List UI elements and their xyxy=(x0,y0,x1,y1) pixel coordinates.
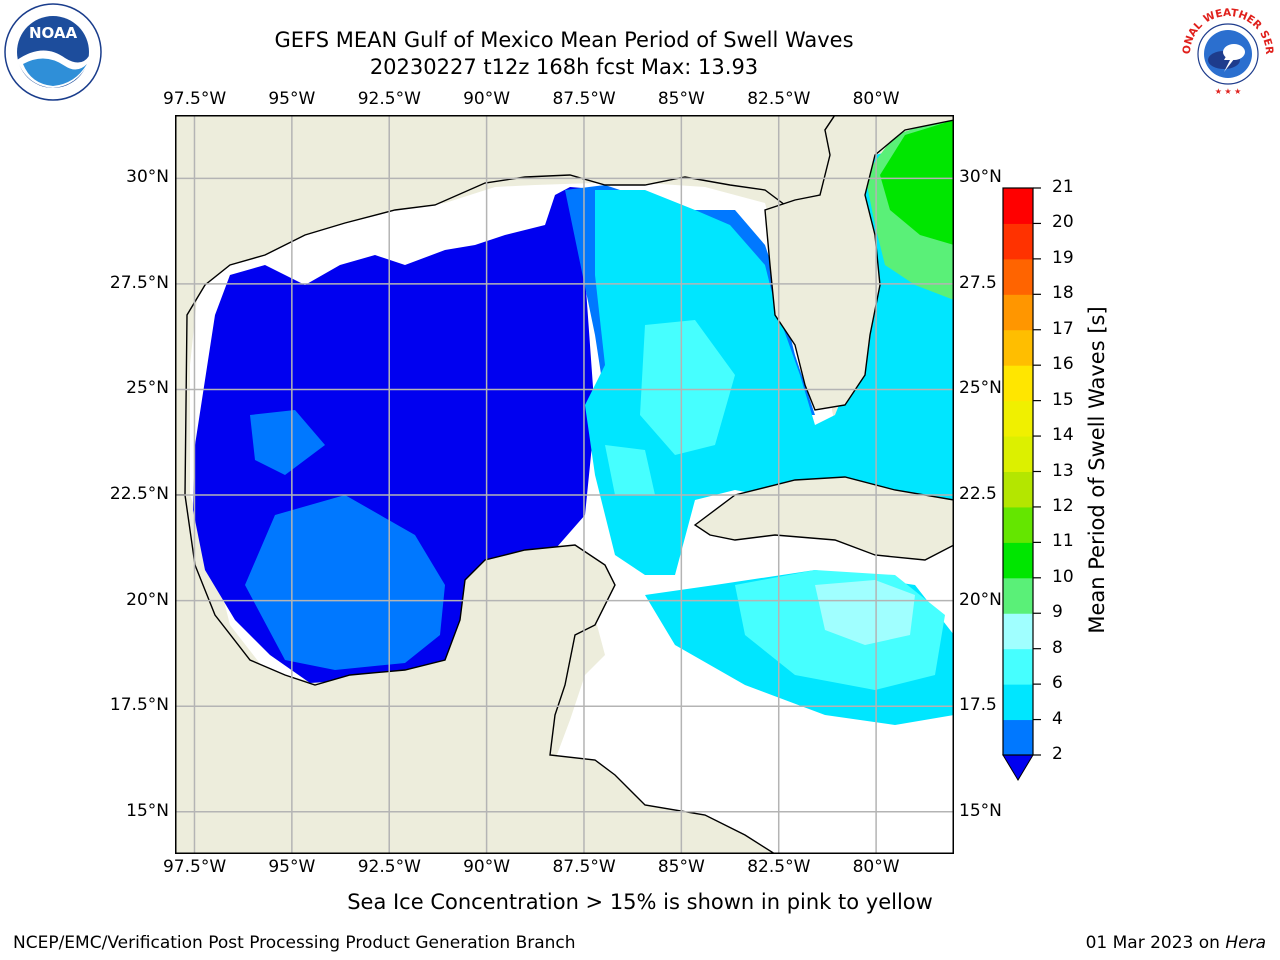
colorbar-tick-label: 16 xyxy=(1052,354,1074,375)
land-florida xyxy=(764,115,954,411)
footer-date-text: 01 Mar 2023 on xyxy=(1085,933,1220,953)
footer-date: 01 Mar 2023 on Hera xyxy=(1086,933,1266,953)
lat-label-right: 30°N xyxy=(959,167,1002,188)
swell-11s-florida-east-core xyxy=(880,120,954,245)
nws-logo-icon: NATIONAL WEATHER SERVICE ★ ★ ★ xyxy=(1178,2,1276,100)
lon-label-bottom: 95°W xyxy=(268,857,316,877)
lon-label-bottom: 92.5°W xyxy=(357,857,421,877)
colorbar-bin xyxy=(1003,506,1033,543)
colorbar-tick-label: 8 xyxy=(1052,637,1063,658)
colorbar-bin xyxy=(1003,648,1033,685)
lat-label-right: 22.5 xyxy=(959,484,997,505)
lat-label-right: 20°N xyxy=(959,589,1002,610)
colorbar-bin xyxy=(1003,577,1033,614)
noaa-logo-icon: NOAA xyxy=(4,3,102,101)
colorbar-tick-label: 4 xyxy=(1052,708,1063,729)
chart-title: GEFS MEAN Gulf of Mexico Mean Period of … xyxy=(274,28,854,52)
lon-label-bottom: 80°W xyxy=(852,857,900,877)
colorbar-tick-label: 15 xyxy=(1052,389,1074,410)
lat-label-left: 27.5°N xyxy=(109,272,169,293)
lat-label-left: 22.5°N xyxy=(109,484,169,505)
colorbar-tick-label: 21 xyxy=(1052,177,1074,197)
map-frame xyxy=(175,115,954,854)
colorbar-tick-label: 9 xyxy=(1052,602,1063,623)
colorbar-tick-label: 10 xyxy=(1052,566,1074,587)
lon-label-bottom: 90°W xyxy=(463,857,511,877)
sea-ice-note: Sea Ice Concentration > 15% is shown in … xyxy=(347,890,933,914)
lon-label-bottom: 85°W xyxy=(657,857,705,877)
gulf-of-mexico-map xyxy=(175,115,954,854)
footer-producer: NCEP/EMC/Verification Post Processing Pr… xyxy=(13,933,576,953)
map-gridlines xyxy=(175,115,954,854)
colorbar-bin xyxy=(1003,223,1033,260)
colorbar-bin xyxy=(1003,684,1033,721)
colorbar-bin xyxy=(1003,294,1033,331)
colorbar-tick-label: 17 xyxy=(1052,318,1074,339)
footer-host: Hera xyxy=(1225,933,1266,953)
lon-label-top: 95°W xyxy=(268,89,316,109)
lon-label-top: 80°W xyxy=(852,89,900,109)
swell-9s-patches xyxy=(815,580,915,645)
lat-label-right: 15°N xyxy=(959,800,1002,821)
land-cuba xyxy=(693,476,954,561)
lon-label-top: 82.5°W xyxy=(747,89,811,109)
lon-label-top: 85°W xyxy=(657,89,705,109)
colorbar-bin xyxy=(1003,258,1033,295)
colorbar-tick-label: 20 xyxy=(1052,212,1074,233)
colorbar-bin xyxy=(1003,365,1033,402)
colorbar-tick-label: 19 xyxy=(1052,247,1074,268)
colorbar-tick-label: 2 xyxy=(1052,744,1063,764)
lon-label-bottom: 87.5°W xyxy=(552,857,616,877)
colorbar-bin xyxy=(1003,400,1033,437)
colorbar-bin xyxy=(1003,471,1033,508)
lat-label-left: 30°N xyxy=(126,167,169,188)
colorbar-title: Mean Period of Swell Waves [s] xyxy=(1085,306,1109,634)
lat-label-right: 25°N xyxy=(959,378,1002,399)
coastlines xyxy=(175,115,954,854)
colorbar-bin xyxy=(1003,613,1033,650)
lat-label-right: 17.5 xyxy=(959,695,997,716)
lon-label-top: 90°W xyxy=(463,89,511,109)
lon-label-bottom: 97.5°W xyxy=(162,857,227,877)
colorbar-bin xyxy=(1003,329,1033,366)
svg-text:★ ★ ★: ★ ★ ★ xyxy=(1215,87,1242,96)
colorbar-tick-label: 18 xyxy=(1052,283,1074,304)
lon-label-top: 87.5°W xyxy=(552,89,616,109)
lat-label-right: 27.5 xyxy=(959,272,997,293)
colorbar-tick-label: 6 xyxy=(1052,673,1063,694)
lon-label-top: 97.5°W xyxy=(162,89,227,109)
lat-label-left: 25°N xyxy=(126,378,169,399)
lon-label-bottom: 82.5°W xyxy=(747,857,811,877)
colorbar-bin xyxy=(1003,719,1033,756)
lat-label-left: 20°N xyxy=(126,589,169,610)
colorbar-tick-label: 13 xyxy=(1052,460,1074,481)
colorbar-tick-label: 11 xyxy=(1052,531,1074,552)
lat-label-left: 15°N xyxy=(126,800,169,821)
lon-label-top: 92.5°W xyxy=(357,89,421,109)
land-mexico-central-america xyxy=(175,494,777,854)
colorbar-bin xyxy=(1003,436,1033,472)
lat-label-left: 17.5°N xyxy=(109,695,169,716)
colorbar-bin xyxy=(1003,542,1033,579)
colorbar-tick-label: 12 xyxy=(1052,495,1074,516)
colorbar-under-arrow xyxy=(1002,754,1034,781)
chart-subtitle: 20230227 t12z 168h fcst Max: 13.93 xyxy=(369,55,759,79)
colorbar-tick-label: 14 xyxy=(1052,425,1074,446)
noaa-logo-text: NOAA xyxy=(29,24,78,42)
colorbar xyxy=(1002,187,1041,781)
colorbar-bin xyxy=(1003,188,1033,224)
